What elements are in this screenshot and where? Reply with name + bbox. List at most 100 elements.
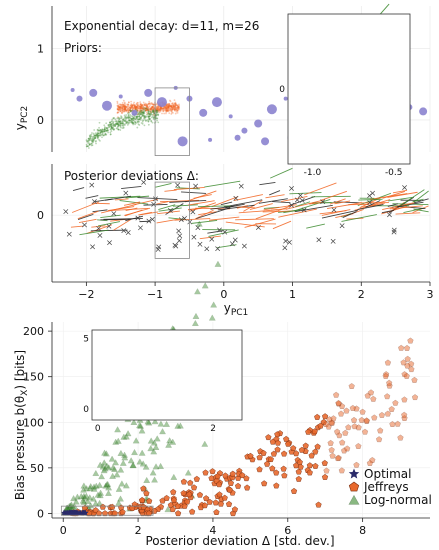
prior-orange-point bbox=[176, 107, 178, 110]
prior-green-point bbox=[134, 123, 136, 126]
prior-orange-point bbox=[155, 105, 158, 108]
prior-orange-point bbox=[168, 104, 171, 107]
prior-orange-point bbox=[119, 104, 122, 107]
prior-green-point bbox=[105, 127, 108, 129]
prior-orange-point bbox=[152, 110, 155, 113]
prior-orange-point bbox=[171, 108, 174, 111]
lognormal-marker bbox=[79, 497, 87, 504]
prior-green-point bbox=[116, 122, 119, 125]
deviation-x-marker bbox=[149, 216, 155, 222]
prior-orange-point bbox=[177, 105, 180, 108]
deviation-line bbox=[97, 219, 108, 222]
prior-orange-point bbox=[145, 110, 147, 112]
prior-orange-point bbox=[129, 109, 131, 111]
prior-orange-point bbox=[140, 110, 142, 112]
prior-green-point bbox=[86, 142, 89, 144]
prior-green-point bbox=[91, 144, 94, 147]
deviation-x-marker bbox=[178, 217, 184, 223]
prior-orange-point bbox=[162, 107, 165, 110]
prior-orange-point bbox=[133, 104, 136, 106]
prior-green-point bbox=[106, 127, 108, 130]
prior-orange-point bbox=[150, 111, 152, 114]
lognormal-marker bbox=[138, 427, 146, 434]
prior-orange-point bbox=[144, 107, 147, 110]
prior-green-point bbox=[91, 140, 94, 143]
prior-green-point bbox=[107, 131, 110, 134]
deviation-line bbox=[204, 180, 241, 188]
prior-orange-point bbox=[127, 107, 129, 110]
prior-green-point bbox=[103, 128, 106, 130]
lognormal-marker bbox=[170, 473, 178, 480]
jeffreys-marker bbox=[269, 465, 276, 472]
prior-anchor-point bbox=[254, 119, 263, 128]
prior-orange-point bbox=[169, 99, 171, 102]
prior-orange-point bbox=[146, 105, 149, 108]
prior-orange-point bbox=[129, 109, 132, 112]
prior-green-point bbox=[127, 115, 130, 118]
lognormal-marker bbox=[109, 464, 117, 471]
prior-green-point bbox=[143, 117, 145, 120]
prior-green-point bbox=[88, 137, 90, 140]
prior-green-point bbox=[96, 128, 99, 131]
jeffreys-marker bbox=[411, 376, 418, 383]
prior-green-point bbox=[93, 138, 96, 140]
prior-green-point bbox=[117, 124, 120, 127]
lognormal-marker bbox=[90, 483, 98, 490]
prior-green-point bbox=[128, 116, 131, 119]
jeffreys-marker bbox=[180, 489, 187, 496]
jeffreys-marker bbox=[99, 503, 106, 510]
deviation-x-marker bbox=[204, 246, 210, 252]
jeffreys-marker bbox=[174, 510, 182, 517]
prior-orange-point bbox=[116, 105, 119, 107]
prior-orange-point bbox=[123, 106, 126, 109]
prior-green-point bbox=[94, 137, 97, 140]
prior-green-point bbox=[127, 113, 130, 116]
jeffreys-marker bbox=[188, 508, 196, 515]
panel1-ytick-label: 0 bbox=[37, 114, 44, 127]
prior-orange-point bbox=[175, 106, 178, 109]
prior-orange-point bbox=[125, 105, 128, 108]
prior-green-point bbox=[119, 124, 122, 127]
prior-green-point bbox=[127, 121, 130, 124]
jeffreys-marker bbox=[370, 395, 377, 402]
jeffreys-marker bbox=[335, 399, 342, 406]
prior-green-point bbox=[148, 115, 150, 118]
prior-orange-point bbox=[151, 107, 154, 110]
prior-orange-point bbox=[121, 104, 123, 107]
prior-green-point bbox=[100, 130, 103, 133]
prior-orange-point bbox=[135, 103, 138, 106]
prior-orange-point bbox=[158, 109, 161, 112]
prior-orange-point bbox=[119, 106, 121, 109]
prior-orange-point bbox=[139, 103, 142, 106]
prior-green-point bbox=[139, 116, 142, 119]
deviation-line bbox=[326, 202, 362, 209]
prior-green-point bbox=[111, 128, 114, 130]
prior-orange-point bbox=[170, 113, 173, 115]
deviation-line bbox=[354, 199, 391, 211]
prior-orange-point bbox=[177, 108, 180, 111]
optimal-marker bbox=[75, 509, 82, 516]
prior-green-point bbox=[136, 115, 139, 118]
prior-green-point bbox=[121, 122, 124, 125]
prior-green-point bbox=[136, 116, 139, 119]
prior-orange-point bbox=[171, 106, 174, 109]
prior-orange-point bbox=[174, 101, 177, 104]
deviation-line bbox=[220, 201, 233, 206]
prior-green-point bbox=[134, 118, 137, 120]
prior-orange-point bbox=[166, 106, 168, 109]
prior-green-point bbox=[114, 120, 117, 123]
deviation-x-marker bbox=[89, 182, 95, 188]
prior-orange-point bbox=[123, 109, 126, 112]
prior-green-point bbox=[140, 115, 143, 118]
deviation-x-marker bbox=[82, 222, 87, 228]
prior-orange-point bbox=[131, 104, 134, 107]
prior-orange-point bbox=[116, 100, 119, 103]
deviation-line bbox=[137, 197, 178, 200]
prior-orange-point bbox=[160, 107, 163, 109]
prior-orange-point bbox=[124, 105, 126, 108]
prior-green-point bbox=[92, 135, 95, 138]
prior-orange-point bbox=[126, 103, 129, 106]
prior-orange-point bbox=[167, 105, 170, 108]
jeffreys-marker bbox=[392, 399, 399, 406]
jeffreys-marker bbox=[280, 450, 288, 457]
